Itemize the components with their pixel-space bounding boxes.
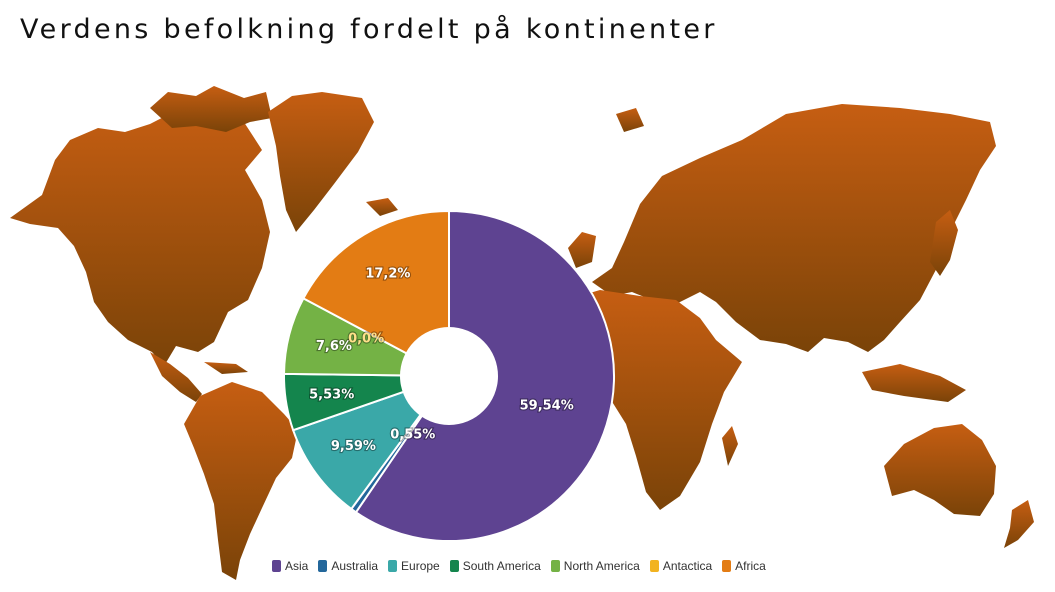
donut-hole	[400, 327, 498, 425]
chart-legend: Asia Australia Europe South America North Am…	[272, 557, 766, 575]
legend-label: North America	[563, 559, 640, 573]
slice-africa	[302, 209, 450, 378]
data-label-asia: 59,54%	[520, 399, 574, 414]
data-label-europe: 9,59%	[331, 439, 376, 454]
data-label-antactica: 0,0%	[348, 332, 384, 347]
legend-label: South America	[462, 559, 541, 573]
data-label-australia: 0,55%	[390, 428, 435, 443]
legend-label: Australia	[331, 559, 379, 573]
legend-label: Europe	[401, 559, 440, 573]
page-title: Verdens befolkning fordelt på kontinente…	[20, 14, 718, 45]
legend-swatch	[318, 560, 328, 572]
eurasia-shape	[592, 104, 996, 352]
japan-shape	[930, 210, 958, 276]
legend-swatch	[272, 560, 281, 572]
legend-item-antactica: Antactica	[649, 559, 713, 573]
australia-shape	[884, 424, 996, 516]
new-zealand-shape	[1004, 500, 1034, 548]
greenland-shape	[268, 92, 374, 232]
legend-swatch	[449, 560, 459, 572]
iceland-shape	[366, 198, 398, 216]
legend-item-africa: Africa	[722, 559, 766, 573]
legend-swatch	[722, 560, 732, 572]
svalbard-shape	[616, 108, 644, 132]
legend-label: Africa	[735, 559, 766, 573]
madagascar-shape	[722, 426, 738, 466]
data-label-north-america: 7,6%	[316, 339, 352, 354]
southeast-asia-islands-shape	[862, 364, 966, 402]
legend-item-north-america: North America	[550, 559, 640, 573]
legend-item-australia: Australia	[318, 559, 378, 573]
north-america-shape	[10, 104, 270, 366]
central-america-shape	[150, 352, 202, 402]
slice-europe	[291, 373, 452, 511]
legend-swatch	[649, 560, 659, 572]
data-label-africa: 17,2%	[365, 267, 410, 282]
legend-item-europe: Europe	[388, 559, 440, 573]
south-america-shape	[184, 382, 298, 580]
arctic-islands-shape	[150, 86, 272, 132]
legend-label: Antactica	[662, 559, 713, 573]
legend-swatch	[388, 560, 398, 572]
legend-item-asia: Asia	[272, 559, 308, 573]
legend-item-south-america: South America	[449, 559, 541, 573]
legend-label: Asia	[285, 559, 309, 573]
british-isles-shape	[568, 232, 596, 268]
legend-swatch	[550, 560, 560, 572]
caribbean-shape	[204, 362, 248, 374]
data-label-south-america: 5,53%	[309, 388, 354, 403]
